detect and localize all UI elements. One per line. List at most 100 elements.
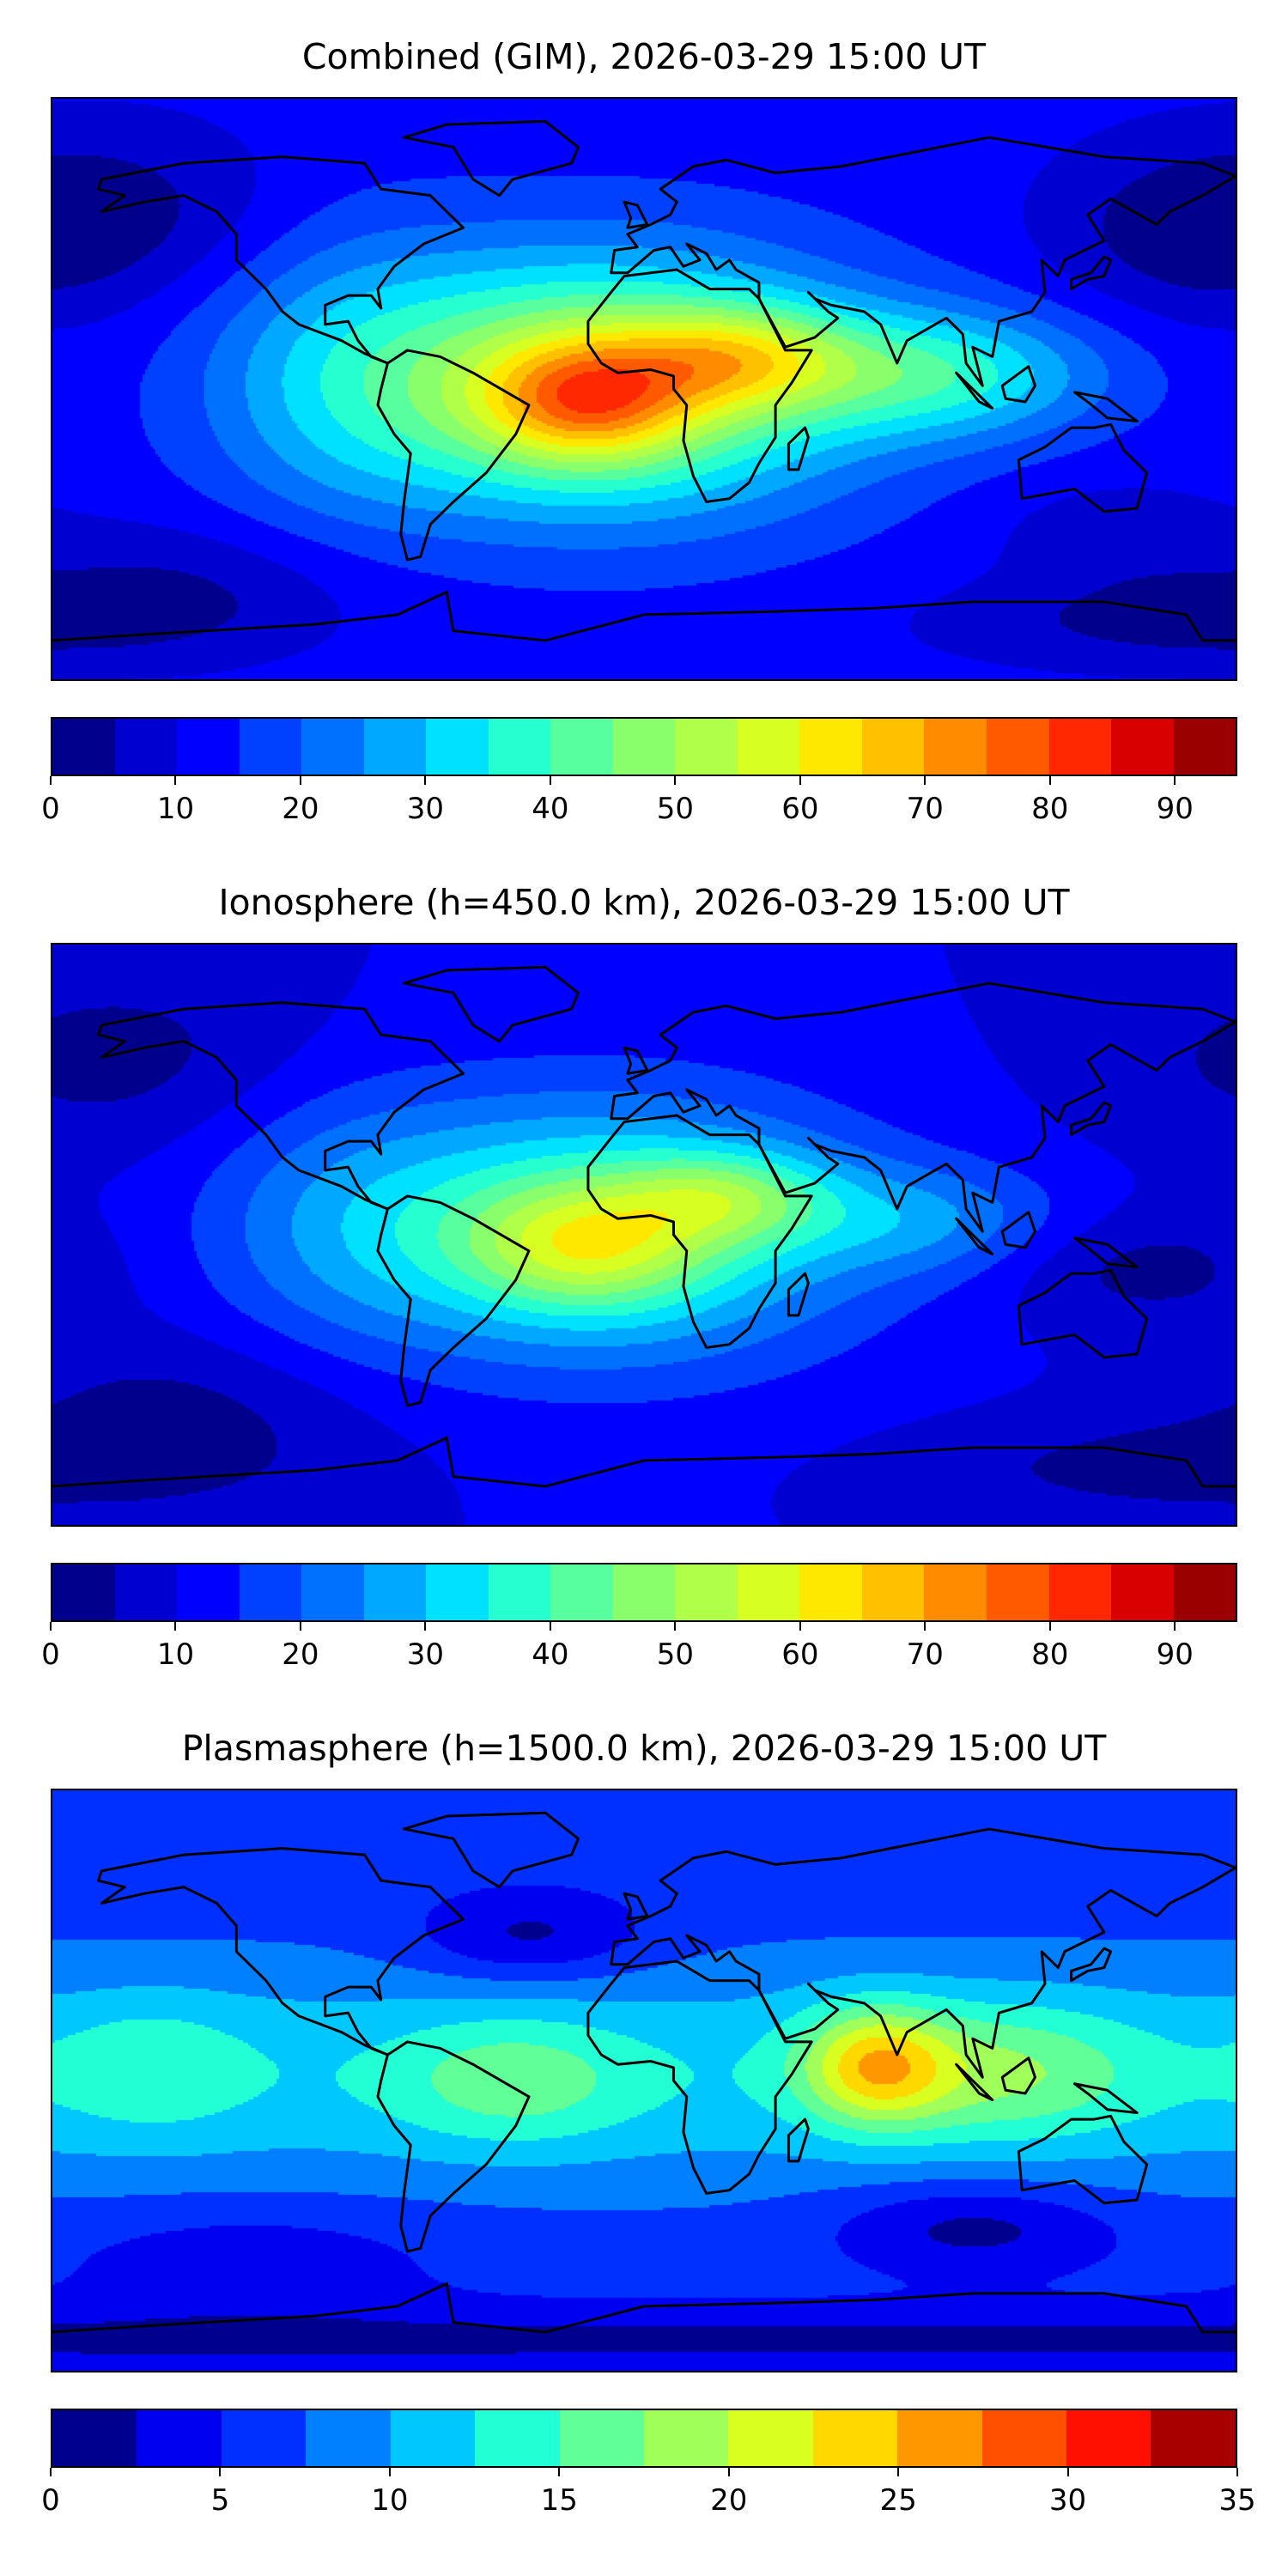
colorbar-tick-label: 20 xyxy=(710,2483,748,2518)
colorbar-swatch xyxy=(488,1564,551,1620)
colorbar-tick-mark xyxy=(1066,2468,1069,2476)
colorbar-tick-label: 90 xyxy=(1156,1637,1194,1672)
colorbar-swatch xyxy=(114,719,178,775)
colorbar-swatch xyxy=(737,719,800,775)
colorbar-tick-label: 15 xyxy=(540,2483,578,2518)
colorbar-swatch xyxy=(52,719,115,775)
coastline xyxy=(403,119,580,197)
coastline xyxy=(610,981,1236,1233)
colorbar-swatch xyxy=(861,1564,925,1620)
colorbar-swatch xyxy=(426,719,489,775)
coastline-antarctica xyxy=(52,2281,1236,2334)
coastline xyxy=(403,965,580,1043)
coastline-antarctica xyxy=(52,1436,1236,1488)
colorbar-swatch xyxy=(799,1564,862,1620)
colorbar-tick-mark xyxy=(549,1622,551,1631)
colorbar-swatch xyxy=(301,719,364,775)
colorbar-tick-mark xyxy=(1048,776,1051,785)
colorbar-tick-mark xyxy=(549,776,551,785)
chart-title: Plasmasphere (h=1500.0 km), 2026-03-29 1… xyxy=(181,1728,1107,1769)
colorbar-tick-mark xyxy=(897,2468,900,2476)
coastline xyxy=(1000,365,1037,404)
colorbar-swatch xyxy=(924,719,987,775)
colorbar-swatch xyxy=(177,719,240,775)
colorbar-tick-mark xyxy=(299,1622,301,1631)
colorbar-tick-label: 35 xyxy=(1218,2483,1256,2518)
colorbar-swatch xyxy=(137,2410,222,2466)
coastline xyxy=(623,200,649,229)
map-plasmasphere xyxy=(51,1789,1237,2372)
colorbar-swatch xyxy=(301,1564,364,1620)
colorbar-swatch xyxy=(239,719,302,775)
colorbar-swatch xyxy=(1048,1564,1112,1620)
colorbar-tick-mark xyxy=(674,1622,677,1631)
colorbar-swatch xyxy=(177,1564,240,1620)
colorbar-tick-mark xyxy=(1174,1622,1176,1631)
colorbar-tick-label: 70 xyxy=(906,792,944,826)
coastline xyxy=(787,1272,810,1317)
panel-ionosphere: Ionosphere (h=450.0 km), 2026-03-29 15:0… xyxy=(0,846,1288,1692)
coastline xyxy=(1070,1101,1113,1137)
colorbar-tick-mark xyxy=(727,2468,730,2476)
colorbar-tick-label: 30 xyxy=(1048,2483,1087,2518)
colorbar-swatch xyxy=(675,1564,738,1620)
coastline xyxy=(586,1959,813,2195)
colorbar-tick-mark xyxy=(1174,776,1176,785)
colorbar-tick-mark xyxy=(174,1622,177,1631)
map-combined xyxy=(51,97,1237,681)
coastline xyxy=(610,1827,1236,2079)
colorbar-tick-label: 30 xyxy=(406,792,445,826)
coastline xyxy=(97,1001,465,1211)
colorbar-swatch xyxy=(221,2410,307,2466)
chart-title: Ionosphere (h=450.0 km), 2026-03-29 15:0… xyxy=(218,882,1070,923)
colorbar-swatch xyxy=(924,1564,987,1620)
colorbar-swatch xyxy=(114,1564,178,1620)
colorbar-swatch xyxy=(986,719,1049,775)
colorbar-tick-mark xyxy=(1048,1622,1051,1631)
colorbar-tick-mark xyxy=(924,776,927,785)
colorbar-swatch xyxy=(52,2410,137,2466)
colorbar-tick-label: 50 xyxy=(656,1637,694,1672)
coastlines xyxy=(52,1811,1236,2334)
colorbar-tick-mark xyxy=(674,776,677,785)
coastline xyxy=(376,349,531,562)
tec-field xyxy=(52,99,1236,679)
coastlines xyxy=(52,965,1236,1488)
panel-plasmasphere: Plasmasphere (h=1500.0 km), 2026-03-29 1… xyxy=(0,1692,1288,2537)
tec-field xyxy=(52,1790,1236,2371)
colorbar-swatch xyxy=(550,1564,613,1620)
colorbar-tick-label: 80 xyxy=(1031,792,1069,826)
colorbar-tick-mark xyxy=(424,1622,427,1631)
coastline xyxy=(1000,2057,1037,2095)
colorbar-tick-mark xyxy=(50,1622,52,1631)
colorbar-tick-label: 40 xyxy=(532,1637,569,1672)
coastline xyxy=(787,426,810,471)
colorbar xyxy=(51,717,1237,776)
colorbar-swatch xyxy=(643,2410,729,2466)
coastline xyxy=(376,1194,531,1407)
colorbar-swatch xyxy=(612,719,676,775)
colorbar-tick-label: 10 xyxy=(371,2483,409,2518)
colorbar xyxy=(51,2409,1237,2468)
colorbar-tick-label: 80 xyxy=(1031,1637,1069,1672)
colorbar-tick-label: 90 xyxy=(1156,792,1194,826)
colorbar-tick-mark xyxy=(299,776,301,785)
colorbar-swatch xyxy=(239,1564,302,1620)
colorbar-swatch xyxy=(737,1564,800,1620)
coastline xyxy=(623,1046,649,1075)
tec-field xyxy=(52,945,1236,1525)
coastline xyxy=(1070,1947,1113,1983)
coastline xyxy=(1070,255,1113,291)
coastline xyxy=(586,1114,813,1349)
coastline xyxy=(955,2063,994,2102)
colorbar-swatch xyxy=(559,2410,644,2466)
colorbar-swatch xyxy=(426,1564,489,1620)
colorbar-tick-mark xyxy=(1236,2468,1238,2476)
colorbar-swatch xyxy=(986,1564,1049,1620)
colorbar-tick-mark xyxy=(558,2468,561,2476)
colorbar-swatch xyxy=(981,2410,1067,2466)
colorbar-tick-label: 25 xyxy=(879,2483,917,2518)
coastline xyxy=(623,1892,649,1921)
colorbar-tick-mark xyxy=(174,776,177,785)
colorbar-tick-mark xyxy=(424,776,427,785)
